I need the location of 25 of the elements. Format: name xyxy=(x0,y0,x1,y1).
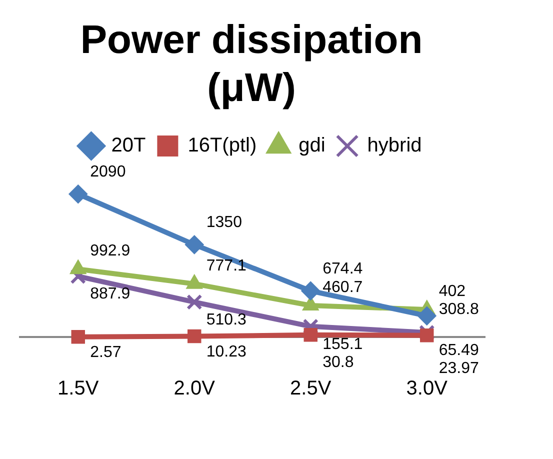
data-label: 65.49 xyxy=(438,342,480,359)
legend-label: hybrid xyxy=(367,134,422,157)
legend-label: gdi xyxy=(298,134,326,157)
legend-label: 20T xyxy=(111,134,146,157)
legend-label: 16T(ptl) xyxy=(188,134,257,157)
x-tick-label: 2.0V xyxy=(174,378,216,400)
data-label: 992.9 xyxy=(90,242,130,260)
data-label: 308.8 xyxy=(438,300,480,318)
data-label: 887.9 xyxy=(90,286,130,303)
data-label: 155.1 xyxy=(322,336,363,353)
data-label: 777.1 xyxy=(206,257,247,274)
data-label: 1350 xyxy=(206,214,242,232)
data-label: 460.7 xyxy=(322,278,363,296)
x-tick-label: 2.5V xyxy=(290,378,332,400)
data-label: 2.57 xyxy=(90,344,122,362)
data-label: 402 xyxy=(438,282,466,300)
chart-title: Power dissipation (μW) xyxy=(80,18,423,110)
data-label: 23.97 xyxy=(438,360,480,377)
data-label: 2090 xyxy=(90,163,126,180)
data-label: 10.23 xyxy=(206,344,247,361)
data-label: 30.8 xyxy=(322,354,354,371)
x-tick-label: 3.0V xyxy=(406,378,448,400)
data-label: 510.3 xyxy=(206,312,247,328)
x-tick-label: 1.5V xyxy=(58,378,100,400)
data-label: 674.4 xyxy=(322,260,363,278)
